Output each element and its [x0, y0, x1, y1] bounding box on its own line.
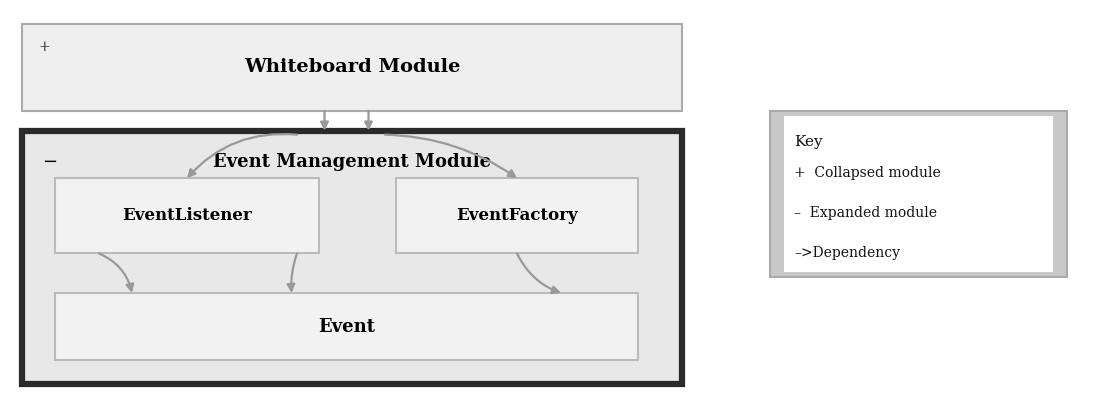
Bar [22, 131, 682, 384]
Text: Event Management Module: Event Management Module [213, 153, 491, 171]
Text: EventListener: EventListener [122, 208, 252, 224]
Bar [55, 178, 319, 253]
Text: –>Dependency: –>Dependency [794, 246, 900, 259]
Bar [770, 111, 1067, 277]
Text: Whiteboard Module: Whiteboard Module [244, 58, 460, 76]
Text: EventFactory: EventFactory [456, 208, 578, 224]
Text: Key: Key [794, 135, 823, 148]
Bar [396, 178, 638, 253]
Text: −: − [42, 153, 57, 171]
Text: –  Expanded module: – Expanded module [794, 206, 937, 220]
Text: Event: Event [318, 318, 375, 336]
Text: +: + [39, 40, 51, 53]
Bar [55, 293, 638, 360]
Text: +  Collapsed module: + Collapsed module [794, 166, 940, 180]
Bar [784, 116, 1053, 272]
Bar [22, 24, 682, 111]
